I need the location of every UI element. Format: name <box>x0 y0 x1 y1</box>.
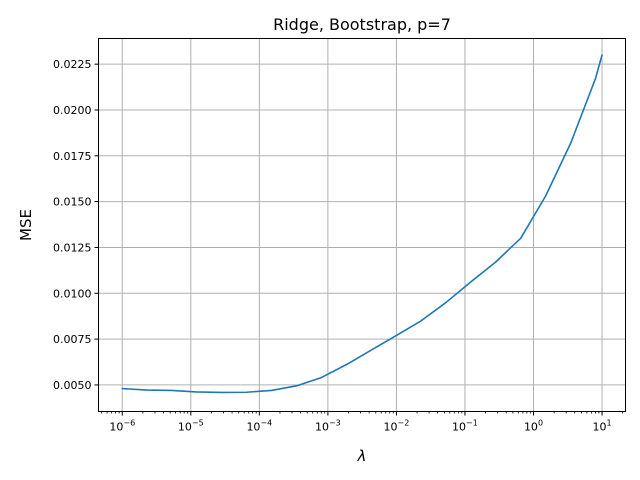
data-point <box>171 390 173 392</box>
plot-frame <box>98 38 626 412</box>
grid-lines <box>98 38 626 412</box>
y-tick-label: 0.0125 <box>53 241 92 254</box>
data-point <box>296 385 298 387</box>
series-line-mse <box>121 54 603 394</box>
y-tick-label: 0.0200 <box>53 104 92 117</box>
x-tick-label: 100 <box>524 419 543 434</box>
data-point <box>520 237 522 239</box>
data-point <box>320 377 322 379</box>
x-tick-label: 10−6 <box>109 419 135 434</box>
data-point <box>195 391 197 393</box>
data-point <box>246 391 248 393</box>
y-tick-label: 0.0175 <box>53 150 92 163</box>
y-axis-label: MSE <box>17 209 35 241</box>
data-point <box>121 388 123 390</box>
data-point <box>146 389 148 391</box>
y-tick-label: 0.0075 <box>53 333 92 346</box>
data-point <box>420 320 422 322</box>
x-axis-label: λ <box>357 447 367 465</box>
x-tick-label: 101 <box>592 419 611 434</box>
data-point <box>595 78 597 80</box>
data-point <box>545 195 547 197</box>
y-tick-label: 0.0225 <box>53 58 92 71</box>
y-tick-label: 0.0150 <box>53 196 92 209</box>
data-point <box>396 335 398 337</box>
axis-ticks: 10−6 10−5 10−4 10−3 10−2 10−1 100 101 0.0050 0.00… <box>53 58 624 434</box>
x-tick-label: 10−3 <box>315 419 341 434</box>
chart-title: Ridge, Bootstrap, p=7 <box>273 15 451 34</box>
data-point <box>445 302 447 304</box>
series-layer <box>121 54 603 394</box>
data-point <box>221 392 223 394</box>
data-point <box>570 142 572 144</box>
x-tick-label: 10−4 <box>246 419 272 434</box>
y-tick-label: 0.0050 <box>53 379 92 392</box>
y-tick-label: 0.0100 <box>53 287 92 300</box>
data-point <box>470 281 472 283</box>
data-point <box>495 261 497 263</box>
data-point <box>271 390 273 392</box>
x-tick-label: 10−1 <box>452 419 478 434</box>
x-tick-label: 10−2 <box>384 419 410 434</box>
x-tick-label: 10−5 <box>178 419 204 434</box>
data-point <box>370 349 372 351</box>
data-point <box>345 364 347 366</box>
data-point <box>601 54 603 56</box>
